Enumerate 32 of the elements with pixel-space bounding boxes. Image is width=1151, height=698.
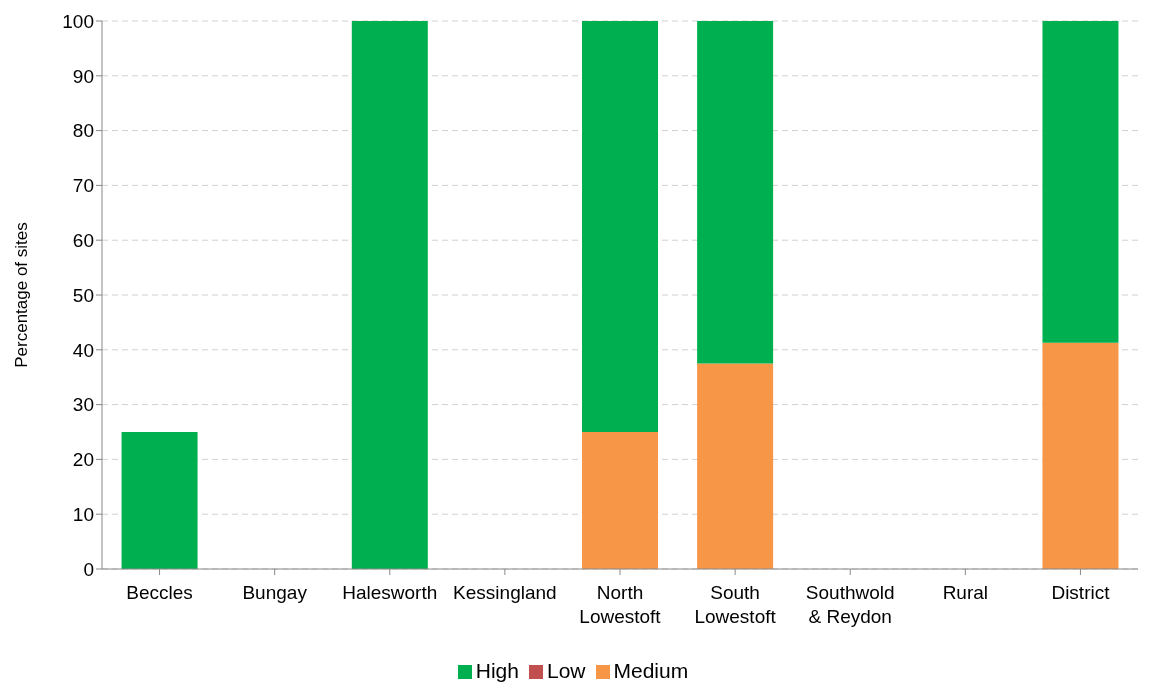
y-tick-label: 0 bbox=[83, 558, 94, 580]
y-tick-label: 20 bbox=[72, 449, 94, 471]
y-tick-label: 30 bbox=[72, 394, 94, 416]
bar bbox=[1042, 21, 1119, 343]
bar bbox=[351, 21, 428, 569]
bar bbox=[121, 432, 198, 569]
legend-label: High bbox=[475, 659, 519, 682]
y-tick-label: 90 bbox=[72, 65, 94, 87]
bar bbox=[1042, 342, 1119, 569]
bar bbox=[697, 363, 774, 569]
bar bbox=[582, 21, 659, 432]
y-tick-label: 40 bbox=[72, 339, 94, 361]
x-tick-label: North Lowestoft bbox=[579, 582, 662, 627]
y-tick-label: 70 bbox=[72, 175, 94, 197]
x-tick-label: Rural bbox=[942, 582, 989, 603]
x-tick-label: District bbox=[1051, 582, 1111, 603]
x-tick-label: Bungay bbox=[242, 582, 308, 603]
y-tick-label: 100 bbox=[62, 10, 94, 32]
x-tick-label: Southwold & Reydon bbox=[805, 582, 895, 627]
y-tick-label: 10 bbox=[72, 503, 94, 525]
x-tick-label: Halesworth bbox=[342, 582, 438, 603]
y-tick-label: 80 bbox=[72, 120, 94, 142]
y-tick-label: 50 bbox=[72, 284, 94, 306]
y-tick-label: 60 bbox=[72, 229, 94, 251]
legend-label: Low bbox=[546, 659, 586, 682]
x-tick-label: South Lowestoft bbox=[694, 582, 777, 627]
bar bbox=[697, 21, 774, 364]
legend-label: Medium bbox=[613, 659, 689, 682]
x-tick-label: Beccles bbox=[126, 582, 193, 603]
x-tick-label: Kessingland bbox=[453, 582, 557, 603]
bar bbox=[582, 432, 659, 569]
y-axis-title: Percentage of sites bbox=[12, 222, 32, 368]
